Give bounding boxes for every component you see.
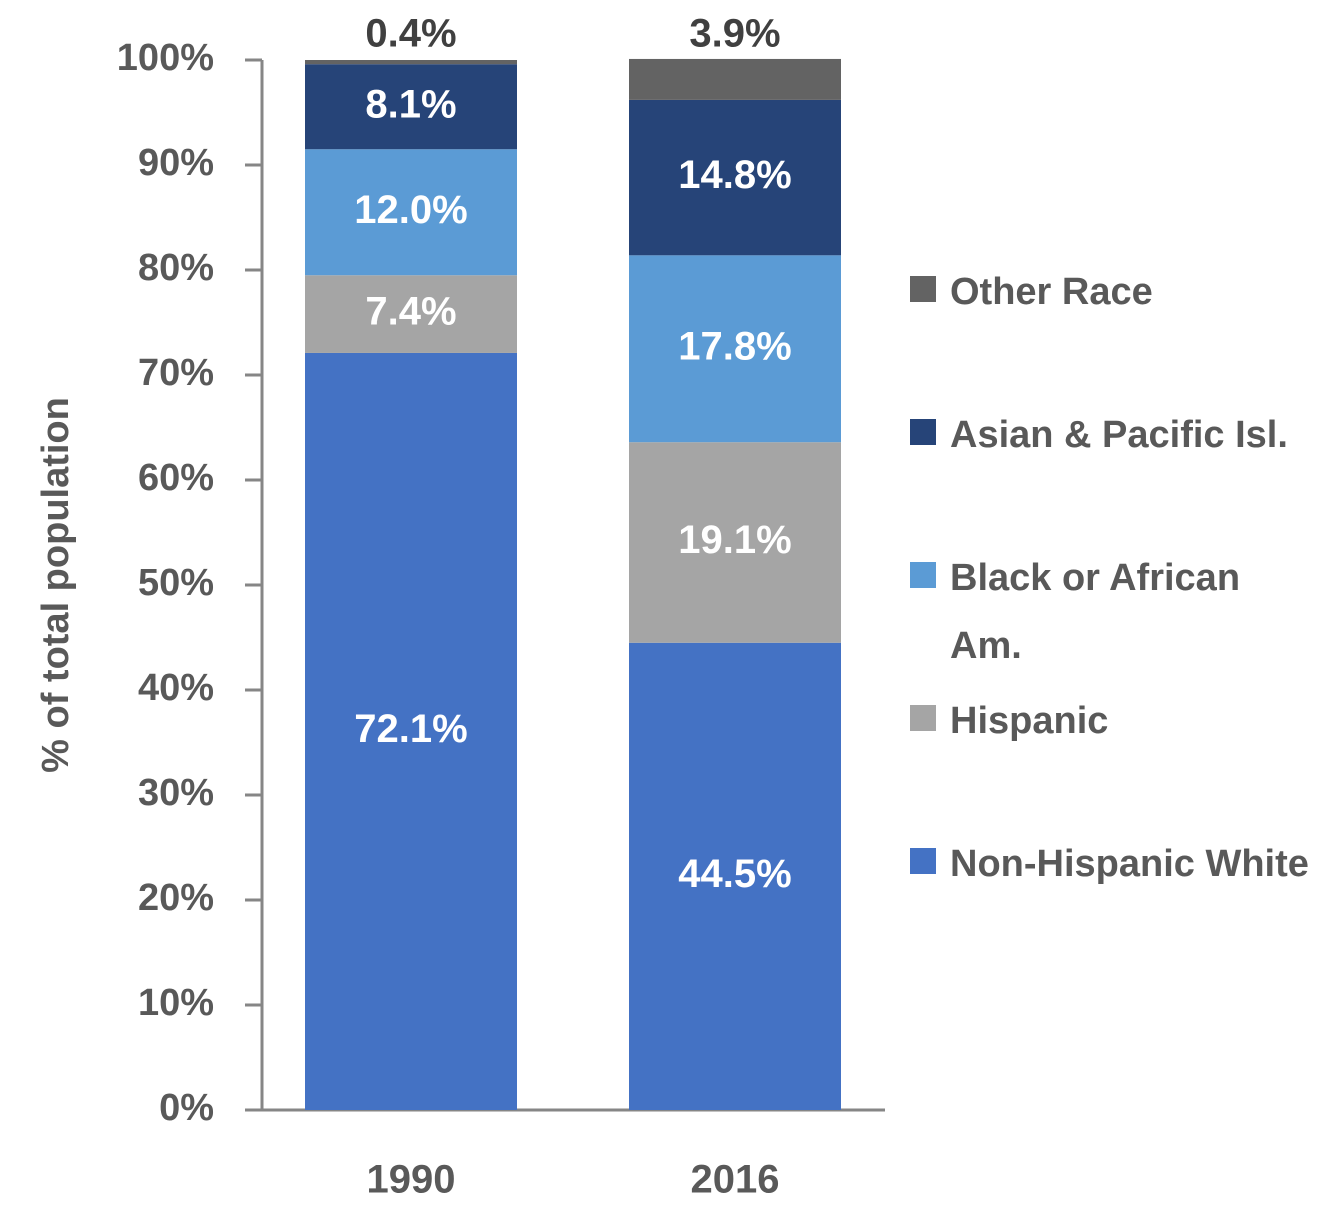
legend-item: Hispanic: [910, 687, 1310, 755]
y-tick-label: 10%: [138, 982, 214, 1024]
y-tick-label: 100%: [117, 37, 214, 79]
legend-label: Hispanic: [950, 700, 1109, 742]
legend-swatch: [910, 848, 936, 874]
legend-label: Asian & Pacific Isl.: [950, 414, 1288, 456]
value-label: 3.9%: [689, 12, 780, 56]
value-label: 17.8%: [678, 324, 791, 368]
x-tick-label: 1990: [367, 1158, 456, 1202]
y-tick-label: 30%: [138, 772, 214, 814]
bar-segment: [629, 255, 841, 443]
bar-segment: [305, 64, 517, 150]
legend-swatch: [910, 419, 936, 445]
y-tick-label: 50%: [138, 562, 214, 604]
legend-swatch: [910, 705, 936, 731]
legend-label: Other Race: [950, 271, 1153, 313]
legend-item: Asian & Pacific Isl.: [910, 401, 1310, 469]
bar-segment: [305, 149, 517, 276]
y-tick-label: 90%: [138, 142, 214, 184]
value-label: 7.4%: [365, 290, 456, 334]
value-label: 14.8%: [678, 153, 791, 197]
x-tick-label: 2016: [691, 1158, 780, 1202]
value-label: 44.5%: [678, 852, 791, 896]
legend-swatch: [910, 562, 936, 588]
bar-segment: [305, 60, 517, 65]
value-label: 19.1%: [678, 518, 791, 562]
value-label: 0.4%: [365, 12, 456, 56]
bar-segment: [305, 352, 517, 1110]
y-tick-label: 60%: [138, 457, 214, 499]
y-tick-label: 80%: [138, 247, 214, 289]
legend-item: Other Race: [910, 258, 1310, 326]
y-tick-label: 0%: [159, 1087, 214, 1129]
y-tick-label: 20%: [138, 877, 214, 919]
bar-segment: [629, 99, 841, 256]
bar-segment: [629, 642, 841, 1110]
legend-item: Non-Hispanic White: [910, 830, 1310, 898]
y-tick-label: 40%: [138, 667, 214, 709]
bar-segment: [629, 58, 841, 100]
legend-item: Black or African Am.: [910, 544, 1310, 680]
legend-swatch: [910, 276, 936, 302]
bar-segment: [305, 275, 517, 353]
y-axis-label: % of total population: [35, 397, 77, 773]
value-label: 72.1%: [354, 707, 467, 751]
value-label: 8.1%: [365, 82, 456, 126]
legend-label: Black or African Am.: [950, 557, 1241, 667]
bar-segment: [629, 442, 841, 643]
legend-label: Non-Hispanic White: [950, 843, 1309, 885]
legend: Other Race Asian & Pacific Isl. Black or A…: [910, 0, 1320, 1204]
y-tick-label: 70%: [138, 352, 214, 394]
value-label: 12.0%: [354, 188, 467, 232]
